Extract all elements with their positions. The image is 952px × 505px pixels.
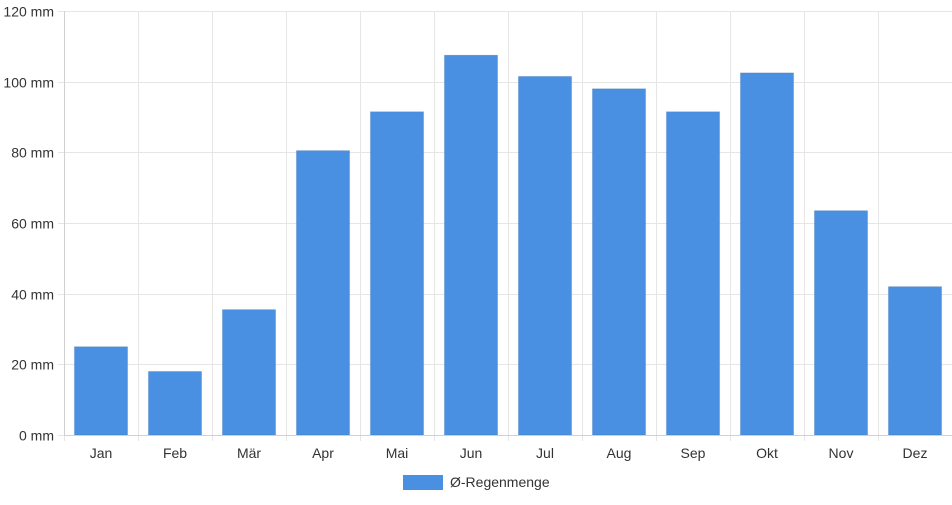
x-tick-label: Jul bbox=[536, 445, 554, 461]
bar-Mai[interactable] bbox=[369, 111, 425, 436]
bar-Okt[interactable] bbox=[739, 72, 795, 436]
y-tick-label: 80 mm bbox=[11, 145, 54, 161]
y-tick-label: 20 mm bbox=[11, 357, 54, 373]
bar-Jul[interactable] bbox=[517, 75, 573, 436]
x-tick-label: Mär bbox=[237, 445, 261, 461]
axis-layer: 0 mm 20 mm 40 mm 60 mm 80 mm 100 mm 120 mm Jan F… bbox=[3, 4, 952, 461]
legend-label[interactable]: Ø-Regenmenge bbox=[450, 474, 550, 490]
x-tick-label: Apr bbox=[312, 445, 334, 461]
bar-Nov[interactable] bbox=[813, 210, 869, 436]
bar-Feb[interactable] bbox=[147, 370, 203, 436]
y-tick-label: 60 mm bbox=[11, 216, 54, 232]
bar-Jan[interactable] bbox=[73, 346, 129, 436]
y-tick-label: 0 mm bbox=[19, 428, 54, 444]
x-tick-label: Jun bbox=[460, 445, 483, 461]
legend[interactable]: Ø-Regenmenge bbox=[403, 474, 550, 490]
y-tick-label: 100 mm bbox=[3, 75, 54, 91]
bars-layer bbox=[73, 54, 943, 436]
bar-Jun[interactable] bbox=[443, 54, 499, 436]
x-tick-label: Nov bbox=[829, 445, 854, 461]
x-tick-label: Feb bbox=[163, 445, 187, 461]
legend-swatch[interactable] bbox=[403, 475, 443, 490]
bar-Aug[interactable] bbox=[591, 88, 647, 436]
x-tick-label: Dez bbox=[903, 445, 928, 461]
y-tick-label: 120 mm bbox=[3, 4, 54, 20]
grid-layer bbox=[58, 11, 952, 441]
x-tick-label: Jan bbox=[90, 445, 113, 461]
x-tick-label: Aug bbox=[607, 445, 632, 461]
bar-Apr[interactable] bbox=[295, 150, 351, 436]
y-tick-label: 40 mm bbox=[11, 287, 54, 303]
bar-Sep[interactable] bbox=[665, 111, 721, 436]
x-tick-label: Okt bbox=[756, 445, 778, 461]
bar-Mär[interactable] bbox=[221, 309, 277, 436]
bar-Dez[interactable] bbox=[887, 286, 943, 436]
x-tick-label: Sep bbox=[681, 445, 706, 461]
x-tick-label: Mai bbox=[386, 445, 409, 461]
